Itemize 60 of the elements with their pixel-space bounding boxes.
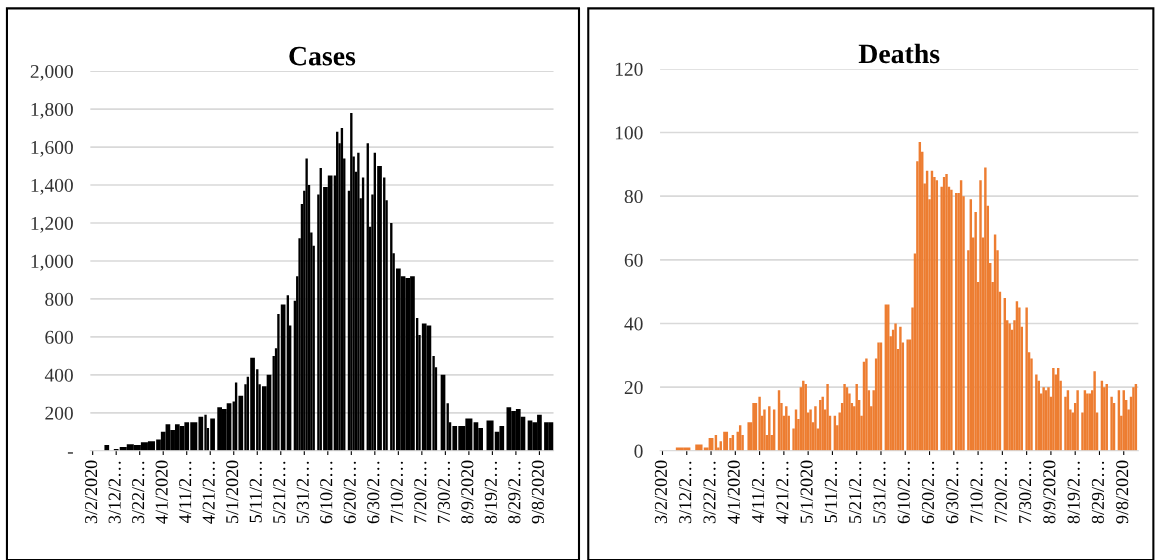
y-tick-label: 1,800 xyxy=(31,102,73,119)
x-tick-label: 7/10/2… xyxy=(390,461,403,523)
y-tick-label: 800 xyxy=(45,292,73,306)
x-tick-label: 6/10/2… xyxy=(320,461,333,524)
x-tick-label: 6/10/2… xyxy=(897,461,910,524)
x-tick-label: 6/30/2… xyxy=(946,461,959,524)
y-tick-label: 200 xyxy=(45,406,73,420)
x-tick-label: 5/1/2020 xyxy=(226,460,239,523)
x-tick-label: 3/22/2… xyxy=(703,461,716,524)
x-tick-label: 5/11/2… xyxy=(249,461,262,523)
x-tick-label: 9/8/2020 xyxy=(1116,460,1129,524)
y-tick-label: 40 xyxy=(624,317,643,331)
x-tick-label: 9/8/2020 xyxy=(531,460,544,524)
x-tick-label: 8/9/2020 xyxy=(1043,460,1056,524)
x-tick-label: 3/12/2… xyxy=(679,461,692,524)
x-tick-label: 4/21/2… xyxy=(202,461,215,524)
x-tick-label: 3/2/2020 xyxy=(654,460,668,524)
x-tick-label: 7/10/2… xyxy=(970,461,983,523)
x-tick-label: 4/11/2… xyxy=(751,461,765,523)
x-tick-label: 5/31/2… xyxy=(873,461,886,523)
x-tick-label: 8/29/2… xyxy=(508,461,521,524)
y-tick-label: 1,200 xyxy=(31,216,73,233)
x-tick-label: 7/30/2… xyxy=(1018,461,1032,523)
y-tick-label: 400 xyxy=(44,368,73,382)
y-tick-label: 0 xyxy=(634,444,643,458)
y-tick-label: - xyxy=(67,452,73,454)
x-tick-label: 4/1/2020 xyxy=(155,460,168,524)
x-tick-label: 3/12/2… xyxy=(108,461,121,524)
x-tick-label: 3/22/2… xyxy=(132,461,145,524)
x-tick-label: 5/31/2… xyxy=(296,461,309,523)
y-tick-label: 60 xyxy=(624,253,643,267)
x-tick-label: 8/19/2… xyxy=(1067,461,1080,524)
chart-title: Cases xyxy=(289,46,356,66)
x-tick-label: 4/21/2… xyxy=(776,461,789,524)
y-tick-label: 100 xyxy=(615,126,643,140)
x-tick-label: 3/2/2020 xyxy=(85,460,98,524)
chart-title: Deaths xyxy=(858,43,940,64)
y-tick-label: 1,000 xyxy=(31,254,73,271)
x-tick-label: 4/1/2020 xyxy=(727,460,740,524)
y-tick-label: 600 xyxy=(45,330,73,344)
x-tick-label: 7/30/2… xyxy=(437,461,450,523)
x-tick-label: 6/20/2… xyxy=(921,461,935,524)
y-tick-label: 1,600 xyxy=(31,140,73,157)
x-tick-label: 5/21/2… xyxy=(273,461,286,523)
x-tick-label: 7/20/2… xyxy=(994,461,1007,523)
x-tick-label: 8/9/2020 xyxy=(461,460,474,524)
y-tick-label: 20 xyxy=(624,380,643,395)
x-tick-label: 5/1/2020 xyxy=(800,460,813,523)
y-tick-label: 80 xyxy=(624,190,643,204)
x-tick-label: 7/20/2… xyxy=(414,461,427,523)
x-tick-label: 8/29/2… xyxy=(1091,461,1105,524)
y-tick-label: 1,400 xyxy=(31,178,73,195)
x-tick-label: 4/11/2… xyxy=(179,461,192,523)
x-tick-label: 6/20/2… xyxy=(343,461,356,524)
x-tick-label: 6/30/2… xyxy=(367,461,380,524)
x-tick-label: 5/11/2… xyxy=(824,461,838,523)
x-tick-label: 8/19/2… xyxy=(484,461,497,524)
x-tick-label: 5/21/2… xyxy=(849,461,862,523)
y-tick-label: 120 xyxy=(615,62,643,76)
y-tick-label: 2,000 xyxy=(30,64,73,81)
